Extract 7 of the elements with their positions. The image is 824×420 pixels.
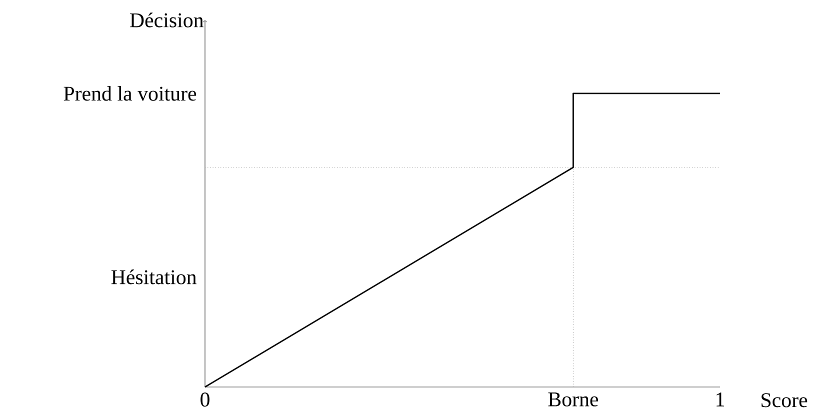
x-tick-label: Borne bbox=[548, 392, 598, 406]
x-tick-label: 0 bbox=[200, 392, 210, 407]
text: Prend la voiture bbox=[64, 86, 196, 101]
text: Hésitation bbox=[111, 270, 196, 284]
x-tick-label: 1 bbox=[716, 392, 724, 406]
y-axis-title: Décision bbox=[130, 12, 204, 28]
x-axis-title: Score bbox=[762, 393, 808, 408]
